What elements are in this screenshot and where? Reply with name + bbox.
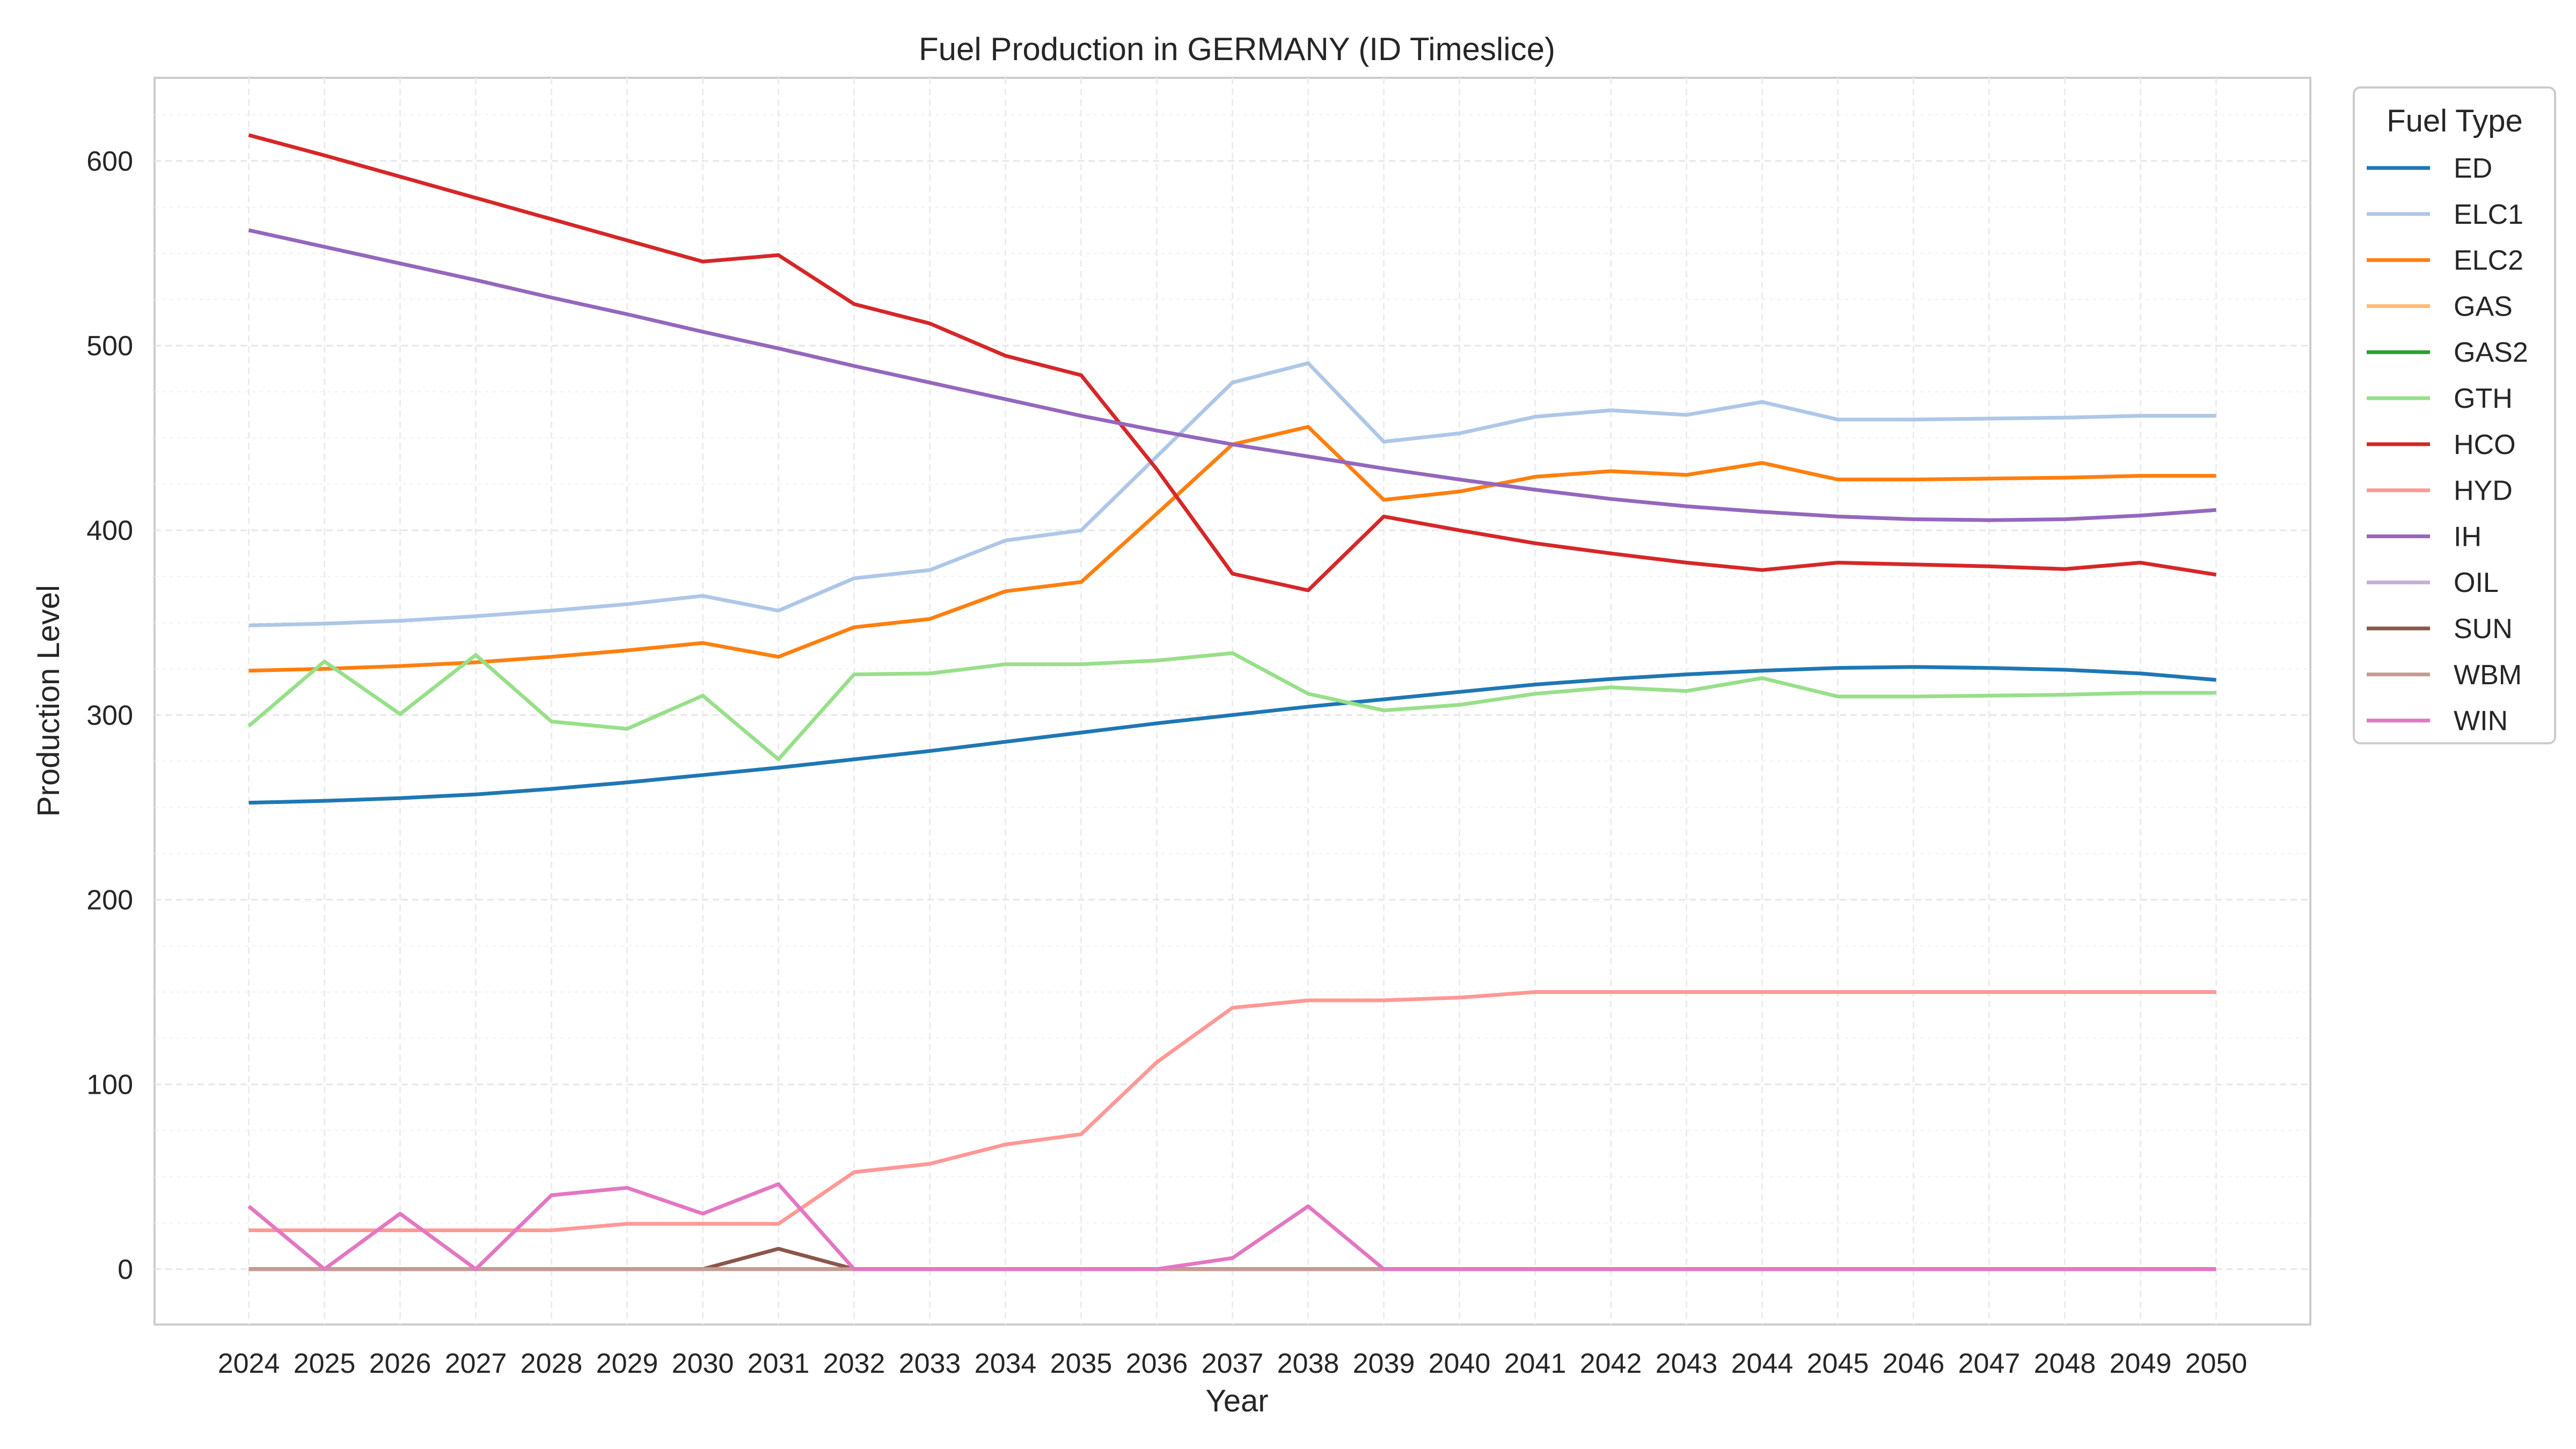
legend-label-oil: OIL (2454, 567, 2499, 598)
legend-label-win: WIN (2454, 706, 2508, 737)
x-axis: 2024 2025 2026 2027 2028 2029 2030 2031 2032 2033… (218, 1348, 2248, 1379)
legend-label-hyd: HYD (2454, 475, 2513, 507)
series-line-hyd (248, 990, 2216, 1232)
x-tick-label: 2047 (1958, 1348, 2021, 1379)
y-axis-label: Production Level (31, 585, 66, 817)
legend: Fuel Type ED ELC1 ELC2 GAS GAS2 GTH HCO HYD IH OI… (2353, 86, 2556, 744)
x-tick-label: 2034 (975, 1348, 1037, 1379)
y-axis: 0 100 200 300 400 500 600 (86, 146, 133, 1285)
x-tick-label: 2049 (2110, 1348, 2172, 1379)
x-tick-label: 2027 (445, 1348, 507, 1379)
y-tick-label: 300 (86, 700, 133, 731)
x-tick-label: 2032 (823, 1348, 885, 1379)
plot-area (153, 77, 2311, 1326)
legend-label-sun: SUN (2454, 613, 2513, 645)
x-axis-label: Year (1205, 1384, 1268, 1418)
x-tick-label: 2040 (1429, 1348, 1491, 1379)
x-tick-label: 2045 (1807, 1348, 1869, 1379)
legend-frame (2353, 86, 2556, 744)
legend-label-ih: IH (2454, 521, 2482, 552)
legend-items: ED ELC1 ELC2 GAS GAS2 GTH HCO HYD IH OIL SUN WBM WIN (2367, 153, 2528, 737)
series-line-ih (248, 228, 2216, 522)
y-tick-label: 100 (86, 1070, 133, 1101)
x-tick-label: 2046 (1883, 1348, 1945, 1379)
y-tick-label: 400 (86, 515, 133, 546)
y-tick-label: 600 (86, 146, 133, 177)
y-tick-label: 500 (86, 331, 133, 362)
y-tick-label: 0 (118, 1254, 133, 1285)
legend-label-gth: GTH (2454, 383, 2513, 414)
x-tick-label: 2026 (369, 1348, 431, 1379)
series-line-win (247, 1182, 2216, 1271)
x-tick-label: 2043 (1656, 1348, 1718, 1379)
x-tick-label: 2041 (1504, 1348, 1567, 1379)
x-tick-label: 2050 (2185, 1348, 2248, 1379)
legend-label-ed: ED (2454, 153, 2492, 184)
x-tick-label: 2037 (1202, 1348, 1264, 1379)
x-tick-label: 2025 (294, 1348, 356, 1379)
x-tick-label: 2028 (521, 1348, 583, 1379)
series-line-gth (247, 651, 2216, 762)
x-tick-label: 2036 (1126, 1348, 1188, 1379)
x-tick-label: 2042 (1580, 1348, 1642, 1379)
x-tick-label: 2030 (672, 1348, 734, 1379)
x-tick-label: 2035 (1050, 1348, 1113, 1379)
legend-label-wbm: WBM (2454, 660, 2522, 691)
series-lines (247, 133, 2217, 1271)
x-tick-label: 2031 (748, 1348, 810, 1379)
chart-title: Fuel Production in GERMANY (ID Timeslice… (919, 31, 1555, 67)
series-line-elc1 (248, 361, 2216, 627)
y-tick-label: 200 (86, 884, 133, 916)
legend-label-elc2: ELC2 (2454, 245, 2523, 276)
x-tick-label: 2024 (218, 1348, 280, 1379)
x-tick-label: 2038 (1277, 1348, 1340, 1379)
legend-title: Fuel Type (2387, 104, 2523, 138)
series-line-ed (248, 665, 2216, 805)
x-tick-label: 2048 (2034, 1348, 2096, 1379)
legend-label-hco: HCO (2454, 429, 2516, 460)
x-tick-label: 2044 (1731, 1348, 1794, 1379)
legend-label-gas: GAS (2454, 291, 2513, 322)
legend-label-elc1: ELC1 (2454, 199, 2523, 230)
x-tick-label: 2033 (899, 1348, 961, 1379)
series-line-hco (248, 133, 2217, 592)
legend-label-gas2: GAS2 (2454, 337, 2528, 368)
x-tick-label: 2039 (1353, 1348, 1415, 1379)
x-tick-label: 2029 (596, 1348, 658, 1379)
